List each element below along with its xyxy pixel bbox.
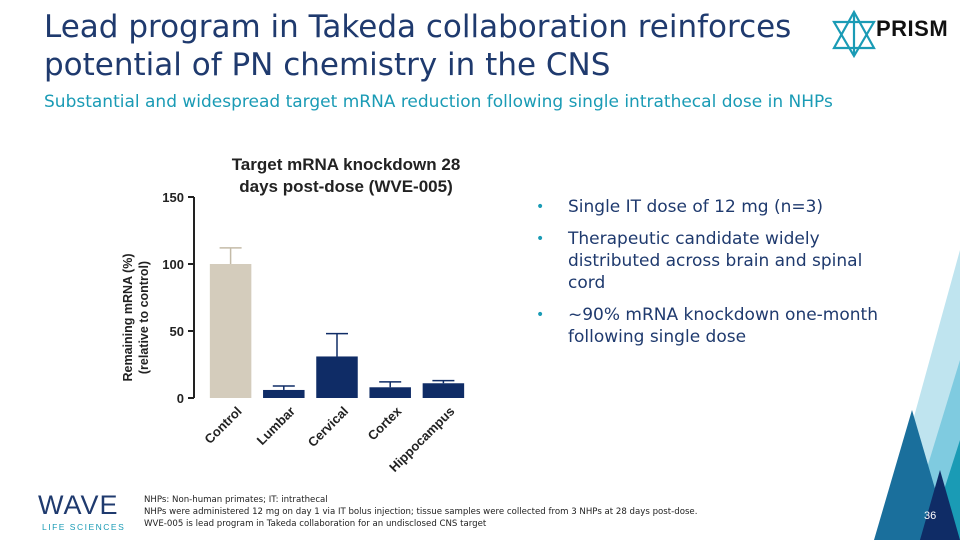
footnote-line: NHPs were administered 12 mg on day 1 vi… [144,507,698,517]
footnote-line: WVE-005 is lead program in Takeda collab… [144,519,487,529]
bullet-list: • Single IT dose of 12 mg (n=3) • Therapeu… [536,196,896,358]
bullet-icon: • [536,199,545,215]
bullet-text: Therapeutic candidate widely distributed… [568,229,863,293]
x-tick-label: Cervical [305,404,351,450]
bar-hippocampus [422,383,465,398]
prism-logo-icon [832,9,876,59]
slide-subtitle: Substantial and widespread target mRNA r… [44,92,833,112]
wave-logo-text: WAVE [38,490,119,520]
slide-title: Lead program in Takeda collaboration rei… [44,9,792,83]
y-tick-label: 150 [162,190,184,205]
bar-chart: Target mRNA knockdown 28 days post-dose (… [121,155,465,475]
y-axis-label: (relative to control) [137,261,151,374]
prism-logo-text: PRISM [876,16,949,41]
chart-title: Target mRNA knockdown 28 [232,155,461,174]
y-tick-label: 0 [177,391,184,406]
x-tick-label: Cortex [365,403,405,443]
bar-cortex [369,387,411,398]
bar-control [209,264,252,398]
y-tick-label: 50 [170,324,184,339]
y-axis-label: Remaining mRNA (%) [121,253,135,381]
footnotes: NHPs: Non-human primates; IT: intratheca… [144,494,794,530]
bullet-text: Single IT dose of 12 mg (n=3) [568,197,824,217]
footnote-line: NHPs: Non-human primates; IT: intratheca… [144,495,328,505]
bullet-text: ~90% mRNA knockdown one-month following … [568,305,878,347]
page-number: 36 [924,510,937,522]
x-tick-label: Control [201,404,244,447]
bar-lumbar [263,389,305,398]
chart-title: days post-dose (WVE-005) [239,177,453,196]
bullet-icon: • [536,231,545,247]
bullet-icon: • [536,307,545,323]
x-tick-label: Lumbar [254,404,298,448]
bullet-item: • Therapeutic candidate widely distribute… [536,228,896,294]
decorative-triangles-icon [874,250,960,540]
bar-cervical [316,356,358,398]
y-tick-label: 100 [162,257,184,272]
wave-logo-subtext: LIFE SCIENCES [42,522,126,532]
bullet-item: • Single IT dose of 12 mg (n=3) [536,196,896,218]
bullet-item: • ~90% mRNA knockdown one-month following… [536,304,896,348]
